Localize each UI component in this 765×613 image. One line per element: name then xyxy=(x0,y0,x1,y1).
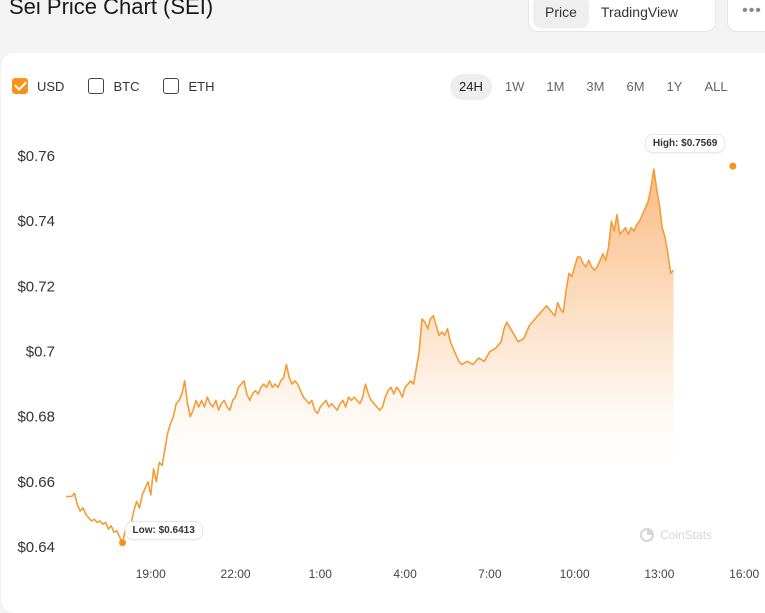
y-tick-label: $0.66 xyxy=(17,474,55,491)
tradingview-view-button[interactable]: TradingView xyxy=(600,4,678,20)
x-tick-label: 19:00 xyxy=(136,567,166,581)
y-tick-label: $0.64 xyxy=(17,539,55,556)
x-tick-label: 22:00 xyxy=(221,567,251,581)
eth-checkbox[interactable] xyxy=(163,78,180,94)
x-tick-label: 4:00 xyxy=(393,567,417,581)
range-6m[interactable]: 6M xyxy=(626,79,645,94)
more-options-button[interactable]: ••• xyxy=(727,0,765,32)
x-tick-label: 7:00 xyxy=(478,567,502,581)
x-tick-label: 13:00 xyxy=(644,567,674,581)
x-tick-label: 10:00 xyxy=(560,567,590,581)
time-range-selector: 24H 1W 1M 3M 6M 1Y ALL xyxy=(450,74,741,100)
low-marker xyxy=(119,539,127,547)
page-title: Sei Price Chart (SEI) xyxy=(9,0,214,19)
range-1y[interactable]: 1Y xyxy=(666,79,683,94)
price-line xyxy=(66,168,675,544)
y-tick-label: $0.68 xyxy=(17,409,55,426)
currency-btc[interactable]: BTC xyxy=(88,78,139,94)
btc-checkbox[interactable] xyxy=(88,78,105,94)
high-marker xyxy=(729,162,737,170)
view-switch: Price TradingView xyxy=(528,0,716,32)
low-tooltip: Low: $0.6413 xyxy=(124,520,203,540)
x-tick-label: 1:00 xyxy=(309,567,333,581)
currency-eth[interactable]: ETH xyxy=(163,78,214,94)
currency-usd[interactable]: USD xyxy=(12,78,64,94)
usd-label: USD xyxy=(37,78,65,94)
usd-checkbox[interactable] xyxy=(12,78,28,94)
watermark-text: CoinStats xyxy=(660,528,713,542)
btc-label: BTC xyxy=(113,78,140,94)
price-area xyxy=(66,169,674,560)
y-tick-label: $0.72 xyxy=(17,278,55,295)
range-24h[interactable]: 24H xyxy=(450,74,492,100)
y-tick-label: $0.76 xyxy=(17,148,55,165)
coinstats-logo-icon xyxy=(640,528,654,542)
range-1w[interactable]: 1W xyxy=(504,79,525,94)
range-3m[interactable]: 3M xyxy=(586,79,605,94)
y-tick-label: $0.74 xyxy=(17,213,55,230)
x-tick-label: 16:00 xyxy=(729,567,759,581)
high-tooltip: High: $0.7569 xyxy=(644,134,726,154)
range-1m[interactable]: 1M xyxy=(546,79,565,94)
eth-label: ETH xyxy=(188,78,215,94)
currency-selector: USD BTC ETH xyxy=(12,78,238,94)
coinstats-watermark: CoinStats xyxy=(640,528,712,542)
y-tick-label: $0.7 xyxy=(26,344,55,361)
range-all[interactable]: ALL xyxy=(704,79,728,94)
price-view-button[interactable]: Price xyxy=(533,0,589,28)
